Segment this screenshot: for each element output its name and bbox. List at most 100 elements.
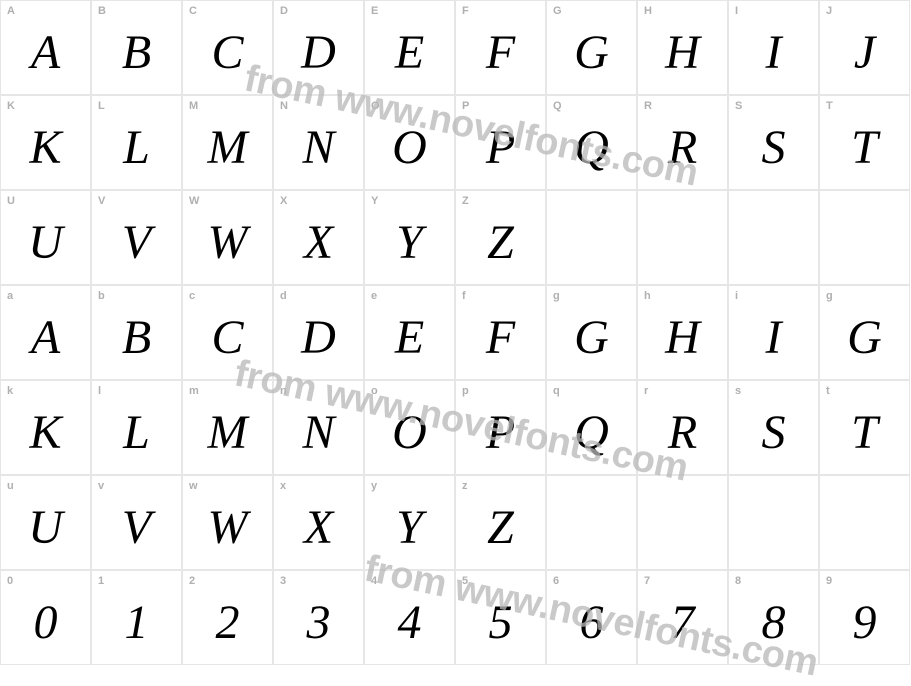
glyph-cell: JJ <box>819 0 910 95</box>
cell-label: W <box>189 195 199 207</box>
cell-label: P <box>462 100 469 112</box>
cell-glyph: 5 <box>489 594 513 649</box>
cell-glyph: T <box>851 404 878 459</box>
cell-glyph: 7 <box>671 594 695 649</box>
cell-glyph: M <box>208 404 248 459</box>
cell-label: q <box>553 385 560 397</box>
empty-cell <box>728 475 819 570</box>
cell-glyph: O <box>392 119 427 174</box>
glyph-cell: 33 <box>273 570 364 665</box>
glyph-cell: YY <box>364 190 455 285</box>
cell-glyph: 2 <box>216 594 240 649</box>
cell-glyph: S <box>762 119 786 174</box>
empty-cell <box>819 475 910 570</box>
cell-glyph: G <box>847 309 882 364</box>
cell-glyph: C <box>211 309 243 364</box>
cell-label: 4 <box>371 575 377 587</box>
cell-glyph: B <box>122 309 151 364</box>
glyph-cell: vV <box>91 475 182 570</box>
cell-label: i <box>735 290 738 302</box>
glyph-cell: 77 <box>637 570 728 665</box>
cell-label: R <box>644 100 652 112</box>
empty-cell <box>819 190 910 285</box>
cell-glyph: X <box>304 214 333 269</box>
glyph-cell: wW <box>182 475 273 570</box>
glyph-cell: kK <box>0 380 91 475</box>
cell-label: f <box>462 290 466 302</box>
cell-label: J <box>826 5 832 17</box>
cell-label: B <box>98 5 106 17</box>
cell-label: U <box>7 195 15 207</box>
cell-glyph: E <box>395 24 424 79</box>
empty-cell <box>546 190 637 285</box>
glyph-cell: mM <box>182 380 273 475</box>
cell-label: 9 <box>826 575 832 587</box>
cell-label: I <box>735 5 738 17</box>
cell-glyph: 4 <box>398 594 422 649</box>
glyph-cell: SS <box>728 95 819 190</box>
cell-label: n <box>280 385 287 397</box>
cell-glyph: U <box>28 214 63 269</box>
cell-label: G <box>553 5 562 17</box>
cell-glyph: Q <box>574 119 609 174</box>
cell-glyph: G <box>574 24 609 79</box>
cell-label: l <box>98 385 101 397</box>
cell-glyph: S <box>762 404 786 459</box>
glyph-cell: aA <box>0 285 91 380</box>
glyph-cell: HH <box>637 0 728 95</box>
glyph-cell: VV <box>91 190 182 285</box>
glyph-cell: hH <box>637 285 728 380</box>
cell-label: c <box>189 290 195 302</box>
glyph-cell: II <box>728 0 819 95</box>
cell-label: Z <box>462 195 469 207</box>
cell-label: C <box>189 5 197 17</box>
glyph-cell: KK <box>0 95 91 190</box>
empty-cell <box>637 475 728 570</box>
cell-glyph: D <box>301 24 336 79</box>
cell-glyph: 0 <box>34 594 58 649</box>
glyph-cell: zZ <box>455 475 546 570</box>
cell-glyph: H <box>665 309 700 364</box>
glyph-cell: CC <box>182 0 273 95</box>
glyph-cell: oO <box>364 380 455 475</box>
cell-glyph: R <box>668 119 697 174</box>
cell-label: Y <box>371 195 378 207</box>
cell-label: v <box>98 480 104 492</box>
cell-label: Q <box>553 100 562 112</box>
cell-glyph: Y <box>396 499 423 554</box>
cell-label: g <box>553 290 560 302</box>
font-glyph-grid: AABBCCDDEEFFGGHHIIJJKKLLMMNNOOPPQQRRSSTT… <box>0 0 911 665</box>
cell-label: z <box>462 480 468 492</box>
cell-glyph: Z <box>487 214 514 269</box>
cell-label: V <box>98 195 105 207</box>
cell-label: 0 <box>7 575 13 587</box>
glyph-cell: 22 <box>182 570 273 665</box>
cell-label: k <box>7 385 13 397</box>
glyph-cell: BB <box>91 0 182 95</box>
cell-label: S <box>735 100 742 112</box>
cell-glyph: V <box>122 499 151 554</box>
cell-glyph: I <box>766 24 782 79</box>
glyph-cell: qQ <box>546 380 637 475</box>
glyph-cell: bB <box>91 285 182 380</box>
glyph-cell: sS <box>728 380 819 475</box>
cell-glyph: H <box>665 24 700 79</box>
glyph-cell: ZZ <box>455 190 546 285</box>
cell-label: a <box>7 290 13 302</box>
cell-glyph: U <box>28 499 63 554</box>
cell-glyph: M <box>208 119 248 174</box>
glyph-cell: 88 <box>728 570 819 665</box>
cell-label: D <box>280 5 288 17</box>
empty-cell <box>637 190 728 285</box>
cell-label: N <box>280 100 288 112</box>
cell-glyph: F <box>486 24 515 79</box>
cell-glyph: N <box>302 404 334 459</box>
cell-label: g <box>826 290 833 302</box>
cell-label: L <box>98 100 105 112</box>
glyph-cell: DD <box>273 0 364 95</box>
glyph-cell: yY <box>364 475 455 570</box>
cell-label: b <box>98 290 105 302</box>
cell-glyph: 6 <box>580 594 604 649</box>
glyph-cell: dD <box>273 285 364 380</box>
glyph-cell: OO <box>364 95 455 190</box>
